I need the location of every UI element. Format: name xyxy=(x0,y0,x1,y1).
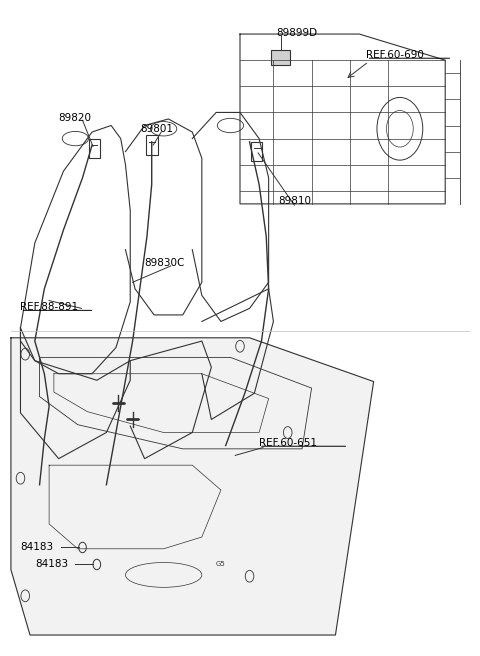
Text: 89820: 89820 xyxy=(59,113,92,123)
Text: 89810: 89810 xyxy=(278,195,311,205)
Text: 84183: 84183 xyxy=(35,560,68,569)
FancyBboxPatch shape xyxy=(271,51,290,65)
Text: REF.60-690: REF.60-690 xyxy=(366,50,424,60)
Text: REF.60-651: REF.60-651 xyxy=(259,438,317,448)
Text: G5: G5 xyxy=(216,562,226,567)
Bar xyxy=(251,142,263,161)
Text: 89801: 89801 xyxy=(140,124,173,134)
Polygon shape xyxy=(11,338,373,635)
Bar xyxy=(89,138,100,158)
Text: 84183: 84183 xyxy=(21,543,54,552)
Text: 89830C: 89830C xyxy=(144,258,185,268)
Text: 89899D: 89899D xyxy=(276,28,317,38)
Text: REF.88-891: REF.88-891 xyxy=(21,302,79,312)
Bar xyxy=(146,135,158,155)
